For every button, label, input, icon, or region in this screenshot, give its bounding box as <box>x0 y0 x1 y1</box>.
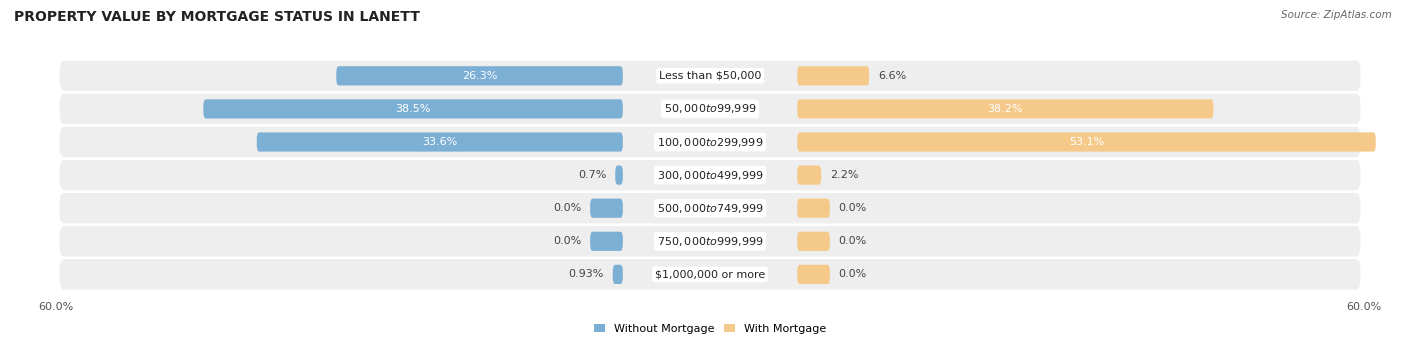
Text: 0.7%: 0.7% <box>578 170 606 180</box>
Text: Source: ZipAtlas.com: Source: ZipAtlas.com <box>1281 10 1392 20</box>
Text: 0.93%: 0.93% <box>568 269 605 279</box>
Text: 33.6%: 33.6% <box>422 137 457 147</box>
Text: 0.0%: 0.0% <box>838 236 868 246</box>
FancyBboxPatch shape <box>59 127 1361 157</box>
Text: $750,000 to $999,999: $750,000 to $999,999 <box>657 235 763 248</box>
Text: 0.0%: 0.0% <box>553 236 582 246</box>
FancyBboxPatch shape <box>59 259 1361 290</box>
Text: 38.5%: 38.5% <box>395 104 430 114</box>
FancyBboxPatch shape <box>797 166 821 185</box>
Text: $1,000,000 or more: $1,000,000 or more <box>655 269 765 279</box>
FancyBboxPatch shape <box>59 193 1361 223</box>
Legend: Without Mortgage, With Mortgage: Without Mortgage, With Mortgage <box>589 319 831 338</box>
Text: 6.6%: 6.6% <box>877 71 905 81</box>
FancyBboxPatch shape <box>797 66 869 85</box>
Text: PROPERTY VALUE BY MORTGAGE STATUS IN LANETT: PROPERTY VALUE BY MORTGAGE STATUS IN LAN… <box>14 10 420 24</box>
FancyBboxPatch shape <box>797 265 830 284</box>
Text: 53.1%: 53.1% <box>1069 137 1104 147</box>
FancyBboxPatch shape <box>613 265 623 284</box>
FancyBboxPatch shape <box>797 99 1213 119</box>
FancyBboxPatch shape <box>797 132 1376 152</box>
FancyBboxPatch shape <box>591 232 623 251</box>
FancyBboxPatch shape <box>59 160 1361 190</box>
Text: 0.0%: 0.0% <box>838 203 868 213</box>
FancyBboxPatch shape <box>59 94 1361 124</box>
Text: $300,000 to $499,999: $300,000 to $499,999 <box>657 169 763 182</box>
Text: $500,000 to $749,999: $500,000 to $749,999 <box>657 202 763 215</box>
FancyBboxPatch shape <box>59 61 1361 91</box>
FancyBboxPatch shape <box>59 226 1361 256</box>
Text: 2.2%: 2.2% <box>830 170 859 180</box>
Text: $50,000 to $99,999: $50,000 to $99,999 <box>664 102 756 115</box>
Text: Less than $50,000: Less than $50,000 <box>659 71 761 81</box>
Text: 26.3%: 26.3% <box>463 71 498 81</box>
FancyBboxPatch shape <box>616 166 623 185</box>
FancyBboxPatch shape <box>257 132 623 152</box>
FancyBboxPatch shape <box>204 99 623 119</box>
FancyBboxPatch shape <box>591 199 623 218</box>
Text: 38.2%: 38.2% <box>987 104 1024 114</box>
Text: $100,000 to $299,999: $100,000 to $299,999 <box>657 136 763 149</box>
FancyBboxPatch shape <box>797 199 830 218</box>
FancyBboxPatch shape <box>797 232 830 251</box>
Text: 0.0%: 0.0% <box>553 203 582 213</box>
Text: 0.0%: 0.0% <box>838 269 868 279</box>
FancyBboxPatch shape <box>336 66 623 85</box>
